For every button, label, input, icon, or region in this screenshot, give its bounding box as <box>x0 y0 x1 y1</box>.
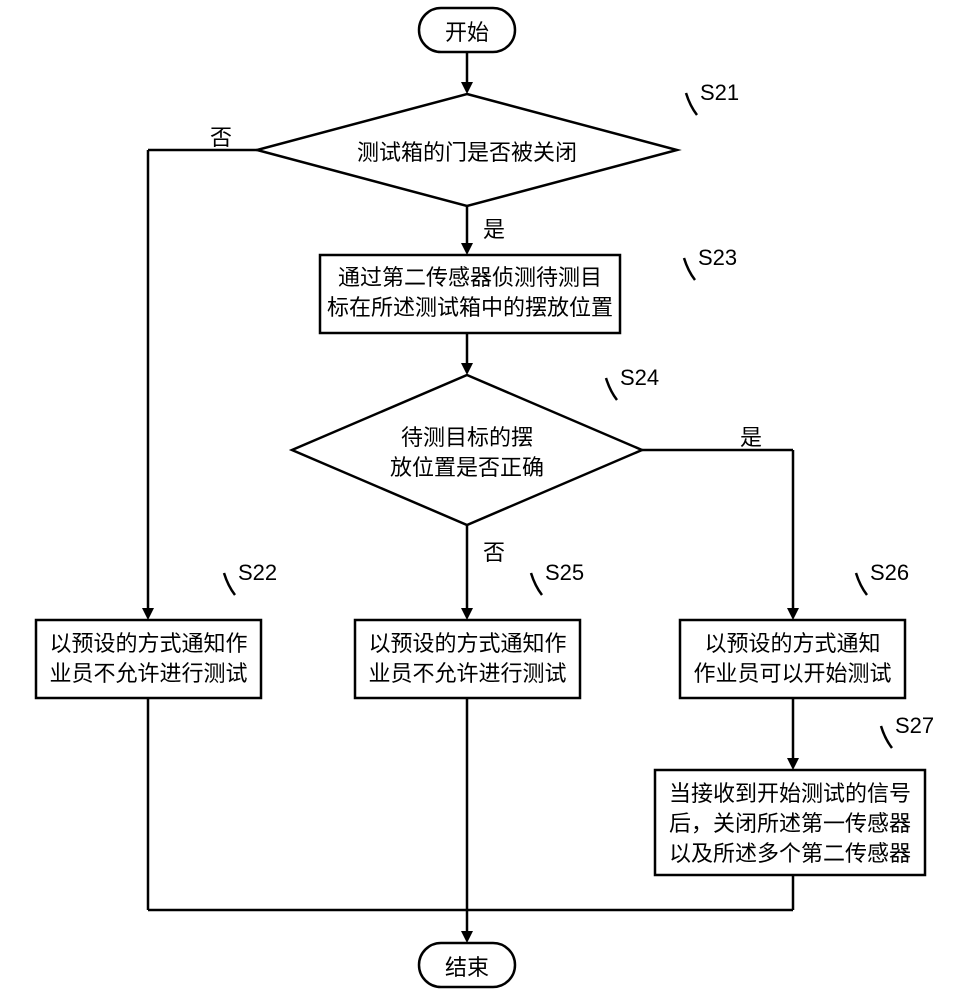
step-id-s25: S25 <box>545 560 584 586</box>
s24-no-label: 否 <box>483 535 505 567</box>
arrowhead <box>142 608 154 620</box>
step-curve-s22 <box>224 573 235 595</box>
step-id-s24: S24 <box>620 365 659 391</box>
s27-label-l3: 以及所述多个第二传感器 <box>655 839 925 870</box>
step-id-s21: S21 <box>700 80 739 106</box>
s27-label-l1: 当接收到开始测试的信号 <box>655 779 925 810</box>
s21-yes-label: 是 <box>483 212 505 244</box>
arrowhead <box>787 608 799 620</box>
s26-label-l2: 作业员可以开始测试 <box>680 659 905 690</box>
s25-label-l1: 以预设的方式通知作 <box>355 629 580 660</box>
s24-label-l1: 待测目标的摆 <box>367 423 567 454</box>
arrowhead <box>461 931 473 943</box>
s24-label-l2: 放位置是否正确 <box>367 453 567 484</box>
arrowhead <box>461 82 473 94</box>
s21-no-label: 否 <box>210 120 232 152</box>
s24-yes-label: 是 <box>740 420 762 452</box>
step-curve-s24 <box>606 378 617 400</box>
s25-label-l2: 业员不允许进行测试 <box>355 659 580 690</box>
start-label: 开始 <box>419 18 515 49</box>
s27-label-l2: 后，关闭所述第一传感器 <box>655 809 925 840</box>
step-curve-s25 <box>531 573 542 595</box>
step-id-s23: S23 <box>698 245 737 271</box>
s22-label-l2: 业员不允许进行测试 <box>36 659 261 690</box>
s26-label-l1: 以预设的方式通知 <box>680 629 905 660</box>
step-id-s26: S26 <box>870 560 909 586</box>
arrowhead <box>461 243 473 255</box>
s22-label-l1: 以预设的方式通知作 <box>36 629 261 660</box>
step-curve-s27 <box>881 726 892 748</box>
s21-label: 测试箱的门是否被关闭 <box>317 138 617 169</box>
end-label: 结束 <box>419 953 515 984</box>
step-id-s27: S27 <box>895 713 934 739</box>
step-curve-s26 <box>856 573 867 595</box>
arrowhead <box>461 608 473 620</box>
arrowhead <box>787 758 799 770</box>
step-curve-s23 <box>684 258 695 280</box>
arrowhead <box>461 363 473 375</box>
step-curve-s21 <box>686 93 697 115</box>
step-id-s22: S22 <box>238 560 277 586</box>
s23-label-l2: 标在所述测试箱中的摆放位置 <box>320 293 620 324</box>
s23-label-l1: 通过第二传感器侦测待测目 <box>320 263 620 294</box>
